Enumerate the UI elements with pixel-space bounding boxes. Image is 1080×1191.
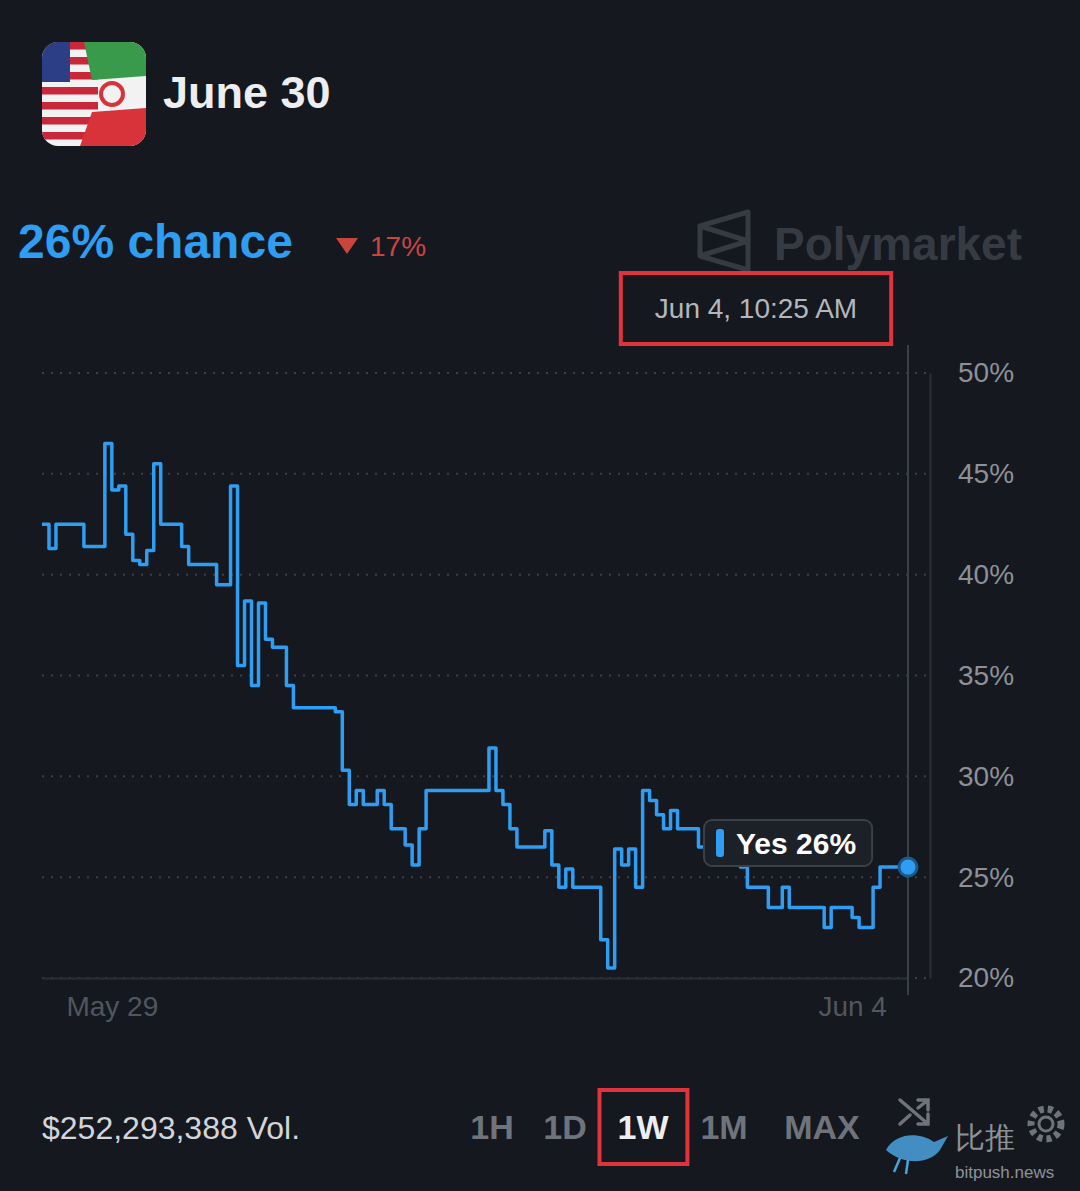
flag-stripe	[42, 87, 98, 95]
title: June 30	[163, 67, 331, 118]
brand-mark	[700, 212, 748, 270]
change-label: 17%	[370, 231, 426, 262]
background	[0, 0, 1080, 1191]
volume: $252,293,388 Vol.	[42, 1110, 300, 1146]
compare-icon[interactable]	[900, 1100, 928, 1124]
brand-text: Polymarket	[774, 218, 1022, 270]
y-tick-label: 35%	[958, 660, 1014, 691]
settings-icon[interactable]	[1031, 1109, 1061, 1139]
plot-area	[42, 444, 917, 968]
compare-glyph[interactable]	[900, 1100, 928, 1124]
y-axis: 20% 25% 30% 35% 40% 45% 50%	[930, 357, 1014, 993]
chart-svg: June 30 26% chance 17% Polymarket Jun 4, 10:…	[0, 0, 1080, 1191]
hover-box	[704, 820, 872, 866]
brand-logo	[700, 212, 748, 270]
y-tick-label: 40%	[958, 559, 1014, 590]
watermark-logo	[886, 1135, 948, 1174]
range-button[interactable]: 1H	[470, 1108, 513, 1146]
y-tick-label: 30%	[958, 761, 1014, 792]
timestamp: Jun 4, 10:25 AM	[655, 293, 857, 324]
range-button[interactable]: 1D	[543, 1108, 586, 1146]
watermark-url: bitpush.news	[955, 1163, 1054, 1182]
grid-line	[42, 675, 930, 677]
flag-base	[42, 42, 146, 146]
flag-stripe	[42, 102, 98, 110]
x-tick-label: Jun 4	[818, 991, 887, 1022]
y-tick: 35%	[930, 660, 1014, 691]
y-tick: 20%	[930, 962, 1014, 993]
range-button[interactable]: MAX	[784, 1108, 860, 1146]
gear-hub[interactable]	[1039, 1117, 1053, 1131]
gear-teeth[interactable]	[1031, 1109, 1061, 1139]
x-axis: May 29 Jun 4	[43, 978, 909, 1022]
flag-canton	[42, 42, 70, 82]
y-tick: 40%	[930, 559, 1014, 590]
hover-swatch	[716, 829, 724, 857]
x-tick: May 29	[66, 978, 158, 1022]
hover-label: Yes 26%	[704, 820, 872, 866]
subtitle: 26% chance	[18, 215, 293, 268]
y-tick: 30%	[930, 761, 1014, 792]
watermark-text: 比推	[955, 1121, 1015, 1154]
watermark-legs	[894, 1158, 908, 1174]
y-tick: 50%	[930, 357, 1014, 388]
grid-line	[42, 574, 930, 576]
y-tick: 25%	[930, 862, 1014, 893]
grid-line	[42, 775, 930, 777]
highlight-frame	[621, 273, 891, 344]
range-button[interactable]: 1M	[700, 1108, 747, 1146]
flag-red	[80, 108, 146, 146]
grid-line	[42, 977, 930, 979]
y-tick-label: 25%	[958, 862, 1014, 893]
grid-line	[42, 473, 930, 475]
x-tick: Jun 4	[818, 978, 887, 1022]
range-button[interactable]: 1W	[618, 1108, 670, 1146]
grid-line	[42, 876, 930, 878]
flag-emblem	[101, 83, 123, 105]
y-tick: 45%	[930, 458, 1014, 489]
chart-root: June 30 26% chance 17% Polymarket Jun 4, 10:…	[0, 0, 1080, 1191]
highlight-frame	[600, 1090, 688, 1164]
y-tick-label: 50%	[958, 357, 1014, 388]
grid	[42, 373, 930, 978]
y-axis-line	[930, 374, 932, 979]
y-tick-label: 45%	[958, 458, 1014, 489]
y-tick-label: 20%	[958, 962, 1014, 993]
price-line	[42, 444, 908, 968]
last-point	[899, 858, 917, 876]
change-arrow	[336, 238, 358, 254]
flag-icon	[42, 42, 146, 146]
grid-line	[42, 372, 930, 374]
flag-green	[84, 42, 146, 80]
x-axis-line	[43, 978, 909, 980]
watermark-bird	[886, 1135, 948, 1161]
hover-cursor	[907, 345, 909, 995]
hover-text: Yes 26%	[736, 827, 856, 860]
x-tick-label: May 29	[66, 991, 158, 1022]
